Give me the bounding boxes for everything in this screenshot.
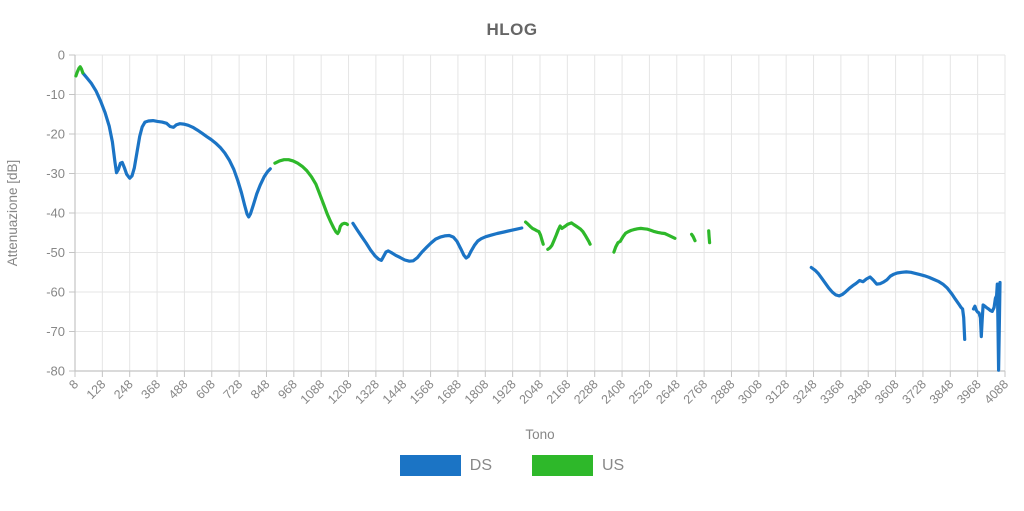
series-lines <box>74 65 1002 372</box>
series-line-us <box>707 229 712 245</box>
x-tick-label: 1568 <box>407 377 437 407</box>
x-tick-label: 1328 <box>352 377 382 407</box>
series-line-ds <box>809 265 967 341</box>
y-tick-label: -40 <box>46 206 65 221</box>
us-color-swatch <box>532 455 593 476</box>
y-tick-label: -20 <box>46 127 65 142</box>
y-tick-labels: 0 -10 -20 -30 -40 -50 -60 -70 -80 <box>46 48 65 379</box>
y-tick-label: 0 <box>58 48 65 63</box>
x-tick-label: 1808 <box>462 377 492 407</box>
y-tick-label: -10 <box>46 87 65 102</box>
x-tick-label: 1208 <box>325 377 355 407</box>
x-tick-label: 3008 <box>735 377 765 407</box>
x-tick-label: 3368 <box>817 377 847 407</box>
x-tick-label: 4088 <box>982 377 1012 407</box>
x-tick-label: 3488 <box>845 377 875 407</box>
ds-color-swatch <box>399 455 461 476</box>
series-line-us <box>524 220 545 246</box>
x-tick-label: 2168 <box>544 377 574 407</box>
x-tick-label: 3728 <box>899 377 929 407</box>
x-tick-label: 1448 <box>380 377 410 407</box>
series-line-ds <box>351 221 524 263</box>
y-tick-label: -60 <box>46 285 65 300</box>
legend-item-us[interactable]: US <box>532 455 624 476</box>
gridlines <box>74 54 1006 372</box>
x-tick-label: 488 <box>166 377 191 402</box>
x-tick-labels: 8 128 248 368 488 608 728 848 968108812081328144… <box>66 377 1011 407</box>
series-line-us <box>273 158 349 236</box>
series-line-ds <box>81 71 272 219</box>
y-tick-label: -30 <box>46 166 65 181</box>
x-tick-label: 3608 <box>872 377 902 407</box>
x-tick-label: 2528 <box>626 377 656 407</box>
series-line-us <box>74 65 85 78</box>
x-tick-label: 3968 <box>954 377 984 407</box>
us-legend-label: US <box>602 456 625 474</box>
x-axis-label: Tono <box>525 427 554 442</box>
chart-legend: DS US <box>0 455 1024 476</box>
x-tick-label: 608 <box>193 377 218 402</box>
y-tick-label: -80 <box>46 364 65 379</box>
x-tick-label: 1928 <box>489 377 519 407</box>
legend-item-ds[interactable]: DS <box>399 455 492 476</box>
chart-title: HLOG <box>486 20 538 39</box>
tick-marks <box>69 54 1006 377</box>
x-tick-label: 2288 <box>571 377 601 407</box>
series-line-us <box>546 221 592 251</box>
x-tick-label: 968 <box>275 377 300 402</box>
y-tick-label: -70 <box>46 324 65 339</box>
x-tick-label: 2048 <box>517 377 547 407</box>
x-tick-label: 3848 <box>927 377 957 407</box>
chart-canvas: 8 128 248 368 488 608 728 848 968108812081328144… <box>5 48 1011 443</box>
y-tick-label: -50 <box>46 245 65 260</box>
x-tick-label: 1088 <box>298 377 328 407</box>
series-line-us <box>690 232 697 243</box>
x-tick-label: 248 <box>111 377 136 402</box>
x-tick-label: 2888 <box>708 377 738 407</box>
series-line-us <box>612 226 677 254</box>
ds-legend-label: DS <box>469 456 492 474</box>
x-tick-label: 128 <box>84 377 109 402</box>
series-line-ds <box>971 280 1002 372</box>
x-tick-label: 728 <box>221 377 246 402</box>
x-tick-label: 2768 <box>681 377 711 407</box>
x-tick-label: 1688 <box>434 377 464 407</box>
x-tick-label: 2408 <box>599 377 629 407</box>
x-tick-label: 3128 <box>763 377 793 407</box>
x-tick-label: 8 <box>66 377 81 392</box>
x-tick-label: 3248 <box>790 377 820 407</box>
x-tick-label: 2648 <box>653 377 683 407</box>
x-tick-label: 368 <box>139 377 164 402</box>
y-axis-label: Attenuazione [dB] <box>5 160 20 267</box>
x-tick-label: 848 <box>248 377 273 402</box>
